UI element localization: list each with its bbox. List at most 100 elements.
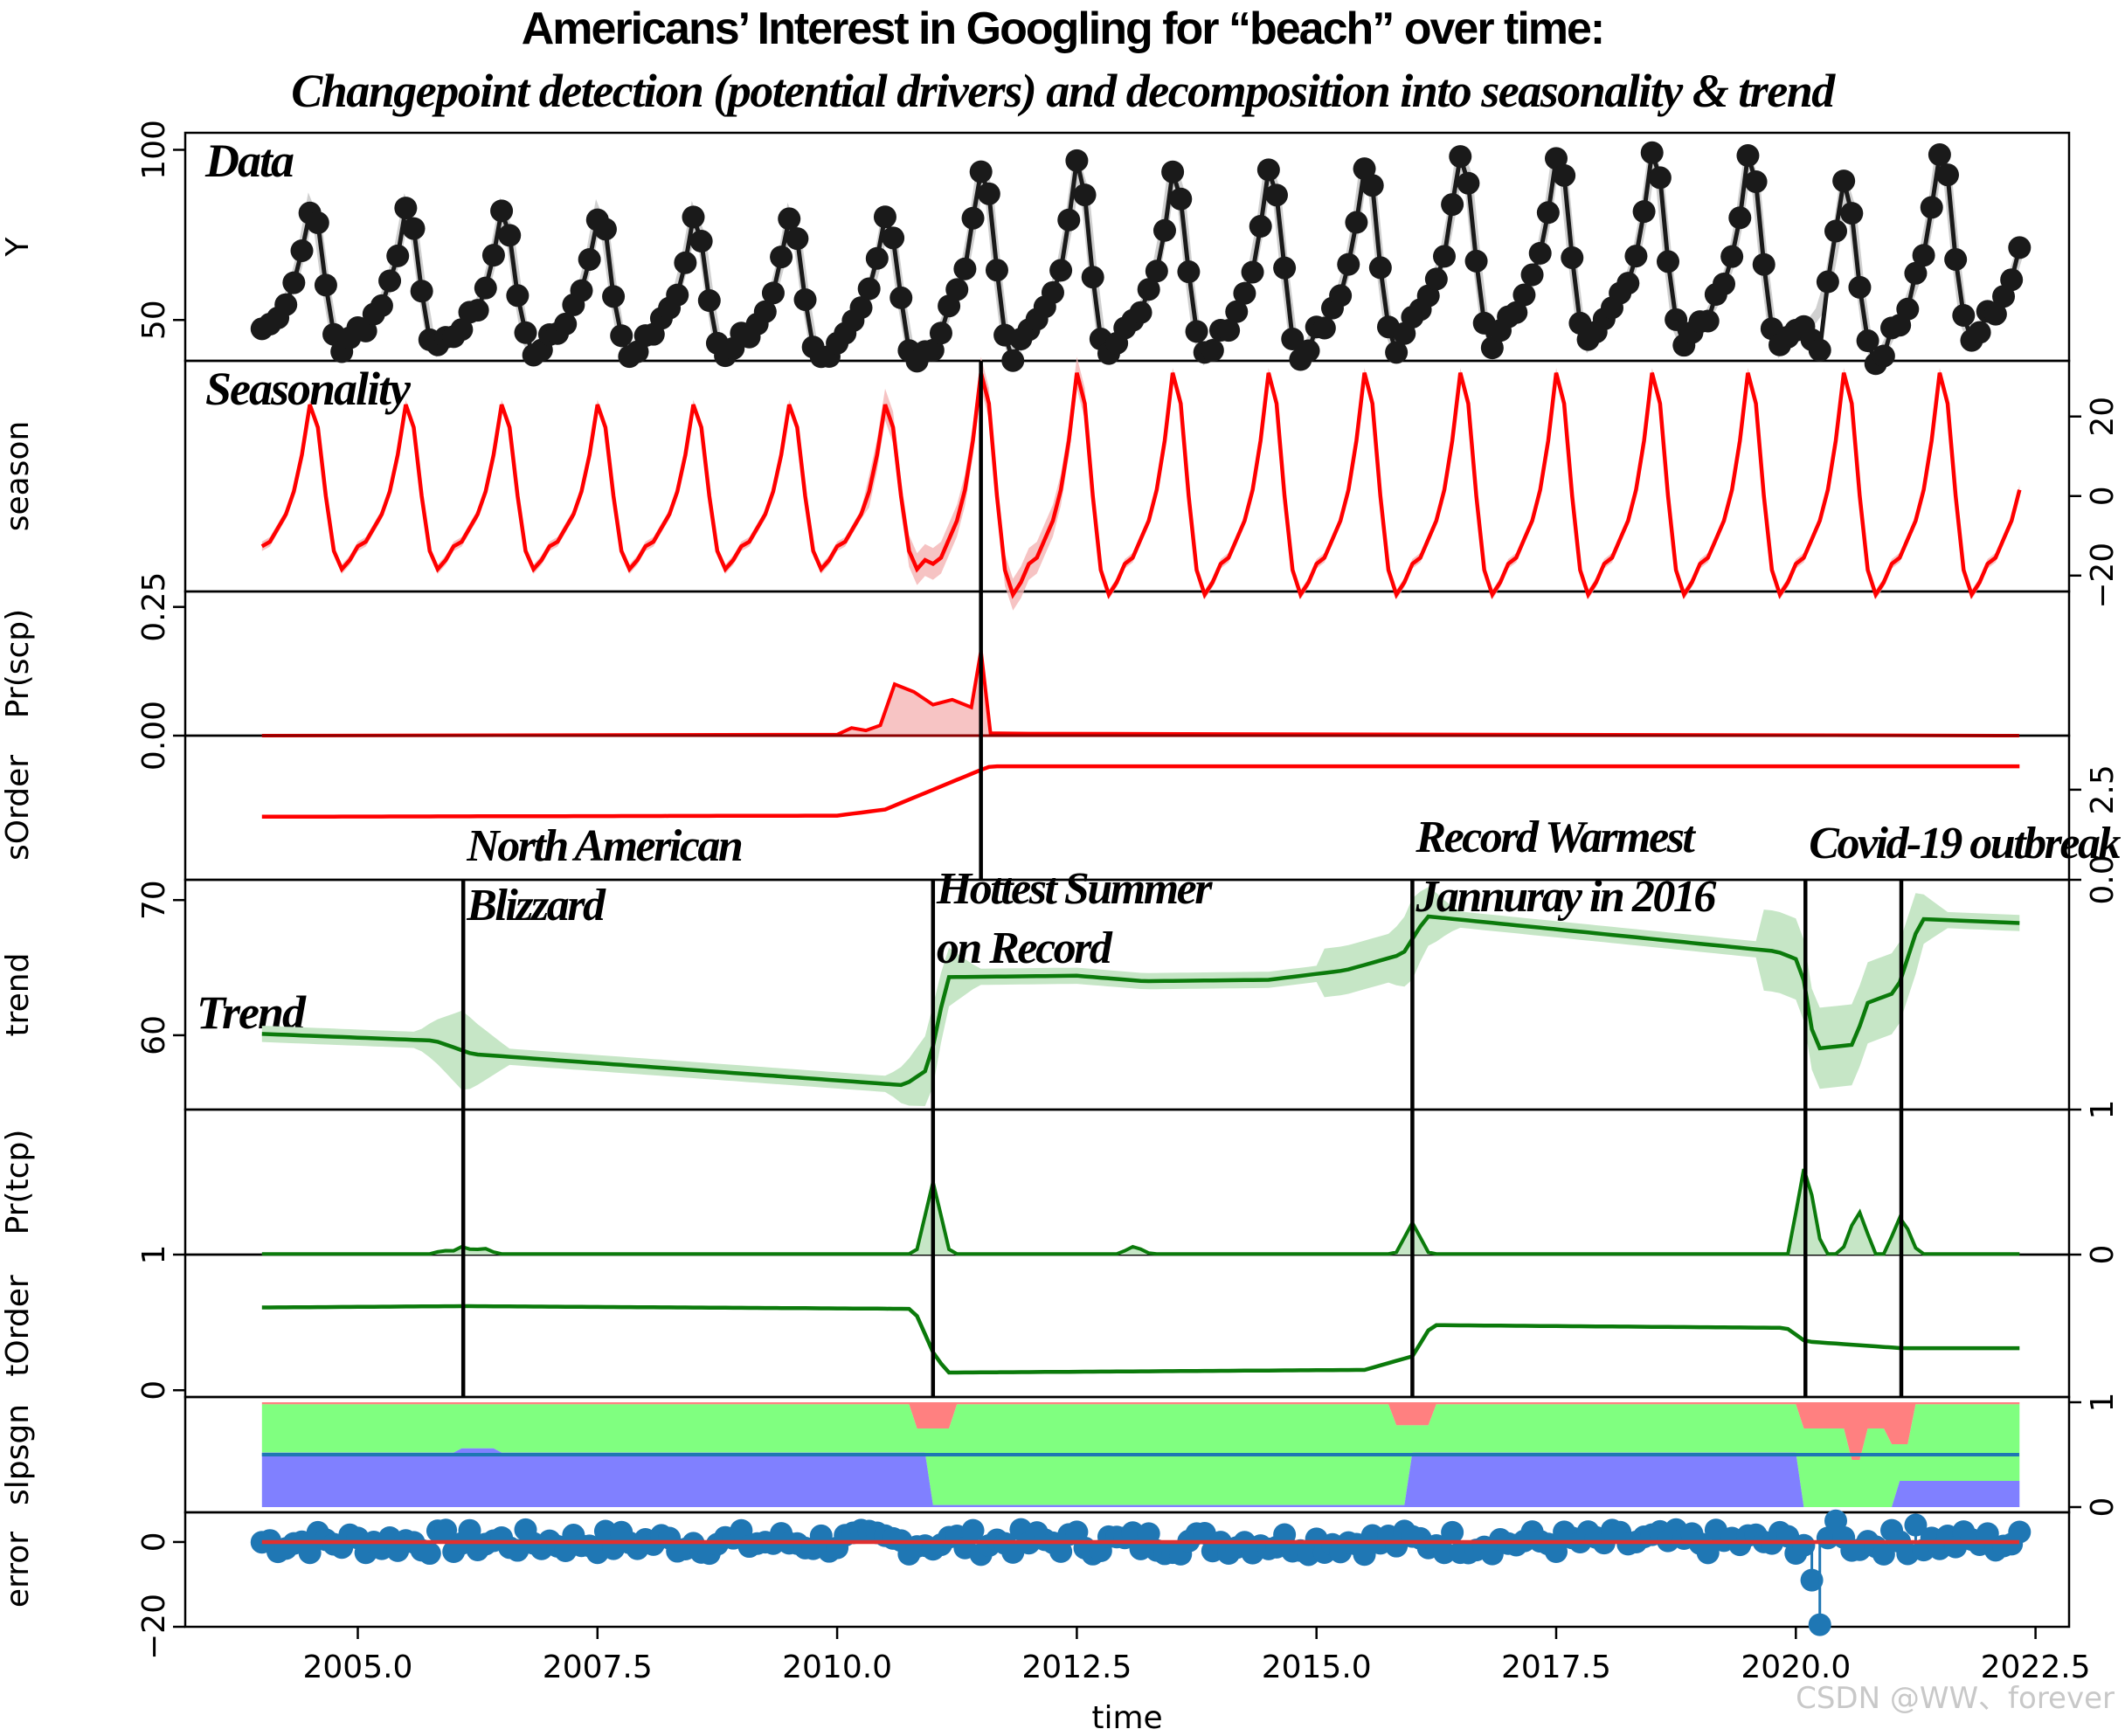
data-point [786,227,809,251]
y-tick-label-slpsgn: 1 [2085,1393,2121,1413]
data-point [306,211,329,235]
data-point [961,206,985,230]
y-axis-label-pr_tcp: Pr(tcp) [0,1130,36,1235]
y-tick-label-trend: 70 [136,880,172,920]
data-point [1744,170,1768,194]
data-point [1983,302,2007,326]
data-point [969,160,993,183]
data-point [2008,236,2032,259]
x-axis-label: time [1091,1700,1162,1732]
x-tick-label: 2010.0 [782,1650,892,1685]
data-point [770,246,793,269]
watermark: CSDN @WW、forever [1796,1681,2115,1716]
error-point [1800,1568,1824,1592]
data-point [490,199,514,223]
data-point [578,247,601,271]
data-point [1432,245,1456,268]
data-point [1624,245,1648,268]
data-point [314,273,337,297]
pr-tcp-line [261,1168,2020,1256]
data-point [378,269,402,293]
data-point [1273,256,1297,280]
data-point [290,239,314,262]
error-point [1049,1539,1073,1563]
data-point [481,244,505,267]
y-axis-label-torder: tOrder [0,1275,36,1377]
data-point [1512,283,1536,307]
error-point [1696,1541,1720,1565]
data-point [1728,206,1752,230]
data-point [1281,328,1305,351]
data-point [1337,252,1360,276]
data-point [1217,319,1241,342]
error-point [1441,1520,1464,1544]
y-tick-label-pr_scp: 0.25 [136,572,172,642]
data-point [1952,304,1976,328]
error-point [1808,1613,1831,1636]
season-band [261,356,2020,611]
data-point [1001,349,1025,372]
y-tick-label-pr_scp: 0.00 [136,701,172,771]
data-point [1944,247,1968,271]
error-point [298,1541,322,1565]
data-point [1152,218,1176,242]
data-point [1848,275,1872,299]
data-point [1936,163,1960,187]
data-point [1057,208,1081,232]
y-axis-label-sorder: sOrder [0,755,36,861]
pr-tcp-area [261,1169,2020,1255]
error-point [1904,1513,1928,1537]
data-point [1256,158,1280,182]
data-point [674,251,697,274]
data-point [753,300,777,323]
sorder-line [261,764,2020,820]
data-point [1177,260,1201,284]
data-point [1968,321,1991,344]
data-point [865,246,889,270]
data-point [282,271,306,294]
pr-scp-line [261,650,2019,737]
data-point [1360,174,1384,197]
data-point [1385,341,1409,364]
y-tick-label-sorder: 2.5 [2085,764,2121,814]
y-tick-label-torder: 1 [136,1245,172,1265]
annotation-label: Blizzard [466,881,606,930]
error-point [1792,1533,1816,1557]
data-point [1856,329,1879,353]
x-tick-label: 2005.0 [303,1650,413,1685]
data-point [514,321,537,344]
data-point [2000,268,2024,292]
slpsgn-positive [261,1448,2020,1507]
error-point [2008,1520,2032,1544]
slpsgn-negative [261,1402,2020,1460]
data-point [610,324,633,348]
data-point [977,182,1000,205]
data-point [666,283,689,307]
season-line [260,372,2022,599]
y-axis-label-error: error [0,1532,36,1608]
data-point [985,259,1008,282]
error-point [418,1542,441,1566]
data-point [1720,245,1744,268]
data-point [1505,301,1528,324]
data-point [1912,244,1935,267]
panel-frame-pr_tcp [183,1108,2071,1256]
chart-title: Americans’ Interest in Googling for “bea… [522,3,1604,54]
data-point [873,205,896,229]
data-point [1368,256,1392,280]
data-point [889,286,913,309]
x-tick-label: 2015.0 [1262,1650,1372,1685]
data-point [386,244,410,267]
data-point [394,197,418,220]
data-point [1169,187,1193,211]
data-point [1233,281,1256,305]
annotation-label: on Record [937,923,1113,973]
data-point [1696,309,1720,333]
y-tick-label-season: 20 [2085,397,2121,437]
data-point [1312,316,1336,340]
error-point [1432,1541,1456,1565]
data-point [1249,215,1272,239]
y-tick-label-sorder: 0.0 [2085,854,2121,904]
